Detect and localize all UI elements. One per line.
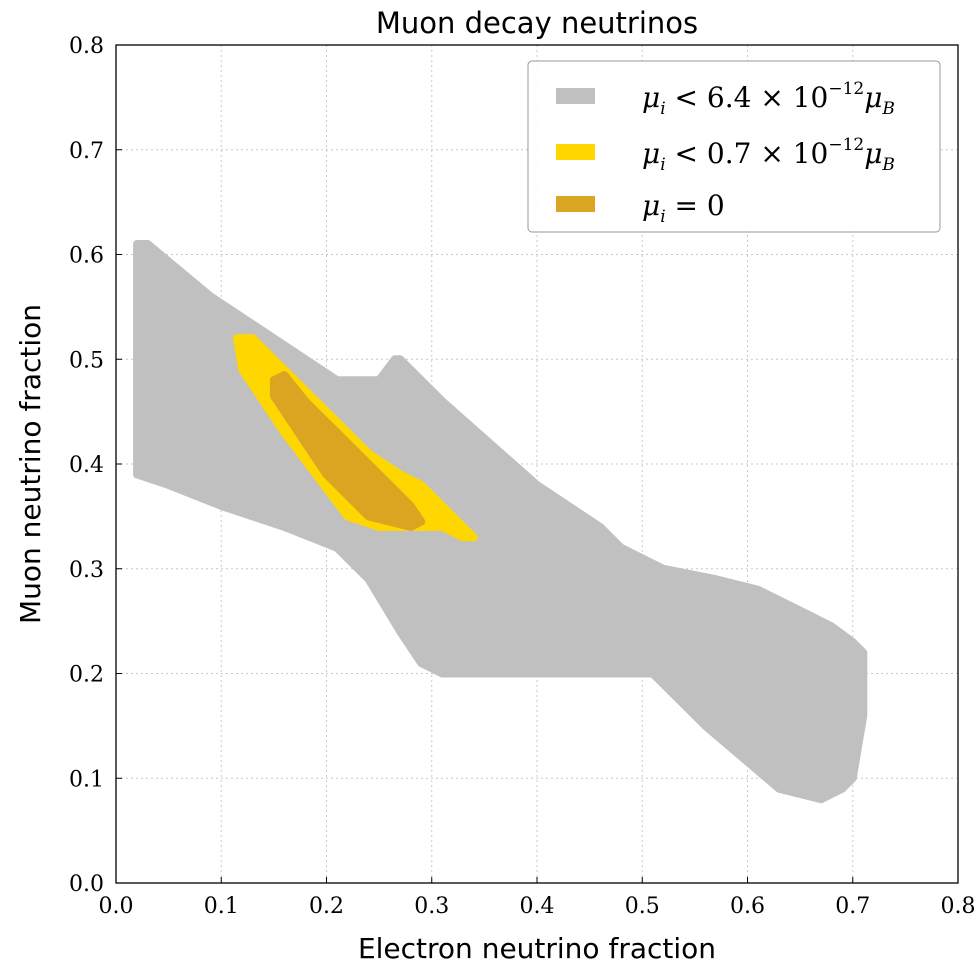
y-tick-label: 0.0 <box>69 872 104 897</box>
legend-entry-orange: μi = 0 <box>642 189 725 227</box>
x-tick-label: 0.2 <box>309 894 344 919</box>
y-tick-label: 0.7 <box>69 139 104 164</box>
x-tick-label: 0.8 <box>941 894 976 919</box>
legend: μi < 6.4 × 10−12μB μi < 0.7 × 10−12μB μi… <box>527 60 941 233</box>
chart-title: Muon decay neutrinos <box>376 6 698 40</box>
y-axis-label: Muon neutrino fraction <box>14 304 47 624</box>
legend-box <box>527 60 941 233</box>
y-tick-label: 0.5 <box>69 348 104 373</box>
y-tick-label: 0.8 <box>69 34 104 59</box>
x-axis-label: Electron neutrino fraction <box>358 932 716 965</box>
x-ticks: 0.0 0.1 0.2 0.3 0.4 0.5 0.6 0.7 0.8 <box>99 877 976 919</box>
x-tick-label: 0.7 <box>835 894 870 919</box>
y-tick-label: 0.3 <box>69 558 104 583</box>
region-orange <box>269 371 426 531</box>
x-tick-label: 0.1 <box>204 894 239 919</box>
x-tick-label: 0.4 <box>520 894 555 919</box>
series-layer <box>133 240 868 804</box>
y-tick-label: 0.1 <box>69 767 104 792</box>
y-tick-label: 0.6 <box>69 244 104 269</box>
y-ticks: 0.0 0.1 0.2 0.3 0.4 0.5 0.6 0.7 0.8 <box>69 34 122 897</box>
x-tick-label: 0.3 <box>414 894 449 919</box>
legend-entry-gray: μi < 6.4 × 10−12μB <box>642 79 895 119</box>
y-tick-label: 0.2 <box>69 663 104 688</box>
legend-entry-yellow: μi < 0.7 × 10−12μB <box>642 135 895 175</box>
x-tick-label: 0.0 <box>99 894 134 919</box>
legend-swatch-yellow <box>556 144 595 160</box>
legend-swatch-gray <box>556 88 595 104</box>
x-tick-label: 0.6 <box>730 894 765 919</box>
x-tick-label: 0.5 <box>625 894 660 919</box>
region-gray <box>133 240 868 804</box>
legend-swatch-orange <box>556 196 595 212</box>
y-tick-label: 0.4 <box>69 453 104 478</box>
